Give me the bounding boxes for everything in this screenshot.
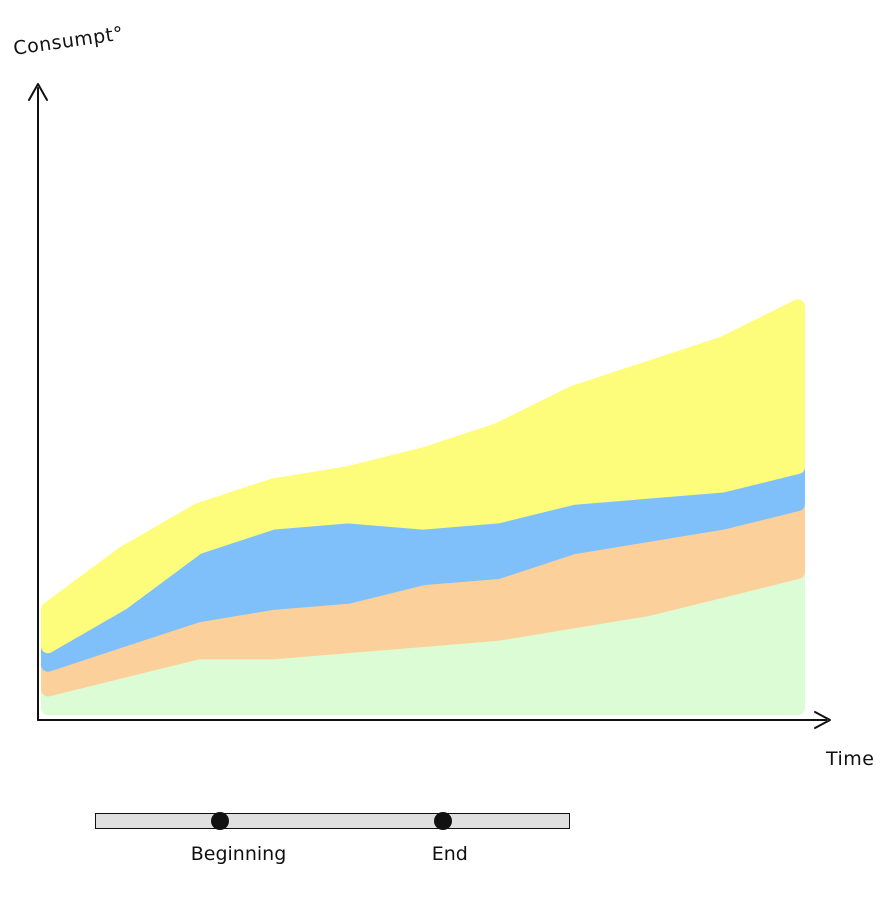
y-axis-arrow bbox=[28, 83, 48, 101]
x-axis-label: Time bbox=[826, 748, 875, 770]
end-handle[interactable] bbox=[433, 812, 452, 830]
x-axis-arrow bbox=[814, 711, 831, 729]
chart-axes bbox=[28, 83, 831, 729]
area-band-4 bbox=[41, 299, 805, 654]
beginning-label: Beginning bbox=[190, 843, 287, 865]
time-range-slider[interactable] bbox=[95, 812, 570, 830]
beginning-handle[interactable] bbox=[210, 812, 229, 830]
chart-areas bbox=[41, 299, 805, 715]
end-label: End bbox=[431, 843, 468, 865]
